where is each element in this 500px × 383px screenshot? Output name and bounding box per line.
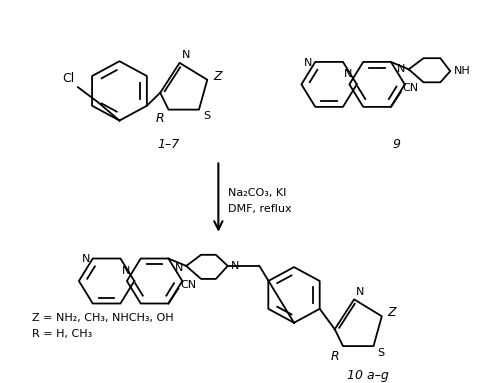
Text: N: N [122, 266, 130, 276]
Text: N: N [304, 58, 312, 68]
Text: R: R [330, 350, 339, 363]
Text: N: N [82, 254, 90, 264]
Text: S: S [378, 348, 384, 358]
Text: CN: CN [180, 280, 196, 290]
Text: R = H, CH₃: R = H, CH₃ [32, 329, 92, 339]
Text: R: R [156, 112, 164, 125]
Text: N: N [175, 263, 183, 273]
Text: Cl: Cl [62, 72, 75, 85]
Text: Na₂CO₃, KI: Na₂CO₃, KI [228, 188, 286, 198]
Text: S: S [203, 111, 210, 121]
Text: 9: 9 [393, 138, 401, 151]
Text: NH: NH [454, 66, 471, 76]
Text: N: N [398, 64, 406, 74]
Text: 10 a–g: 10 a–g [348, 369, 389, 382]
Text: CN: CN [403, 83, 419, 93]
Text: 1–7: 1–7 [158, 138, 180, 151]
Text: Z: Z [213, 70, 222, 83]
Text: DMF, reflux: DMF, reflux [228, 204, 292, 214]
Text: N: N [356, 286, 364, 296]
Text: Z = NH₂, CH₃, NHCH₃, OH: Z = NH₂, CH₃, NHCH₃, OH [32, 313, 174, 324]
Text: N: N [182, 50, 190, 60]
Text: N: N [230, 261, 239, 271]
Text: Z: Z [388, 306, 396, 319]
Text: N: N [344, 69, 352, 79]
